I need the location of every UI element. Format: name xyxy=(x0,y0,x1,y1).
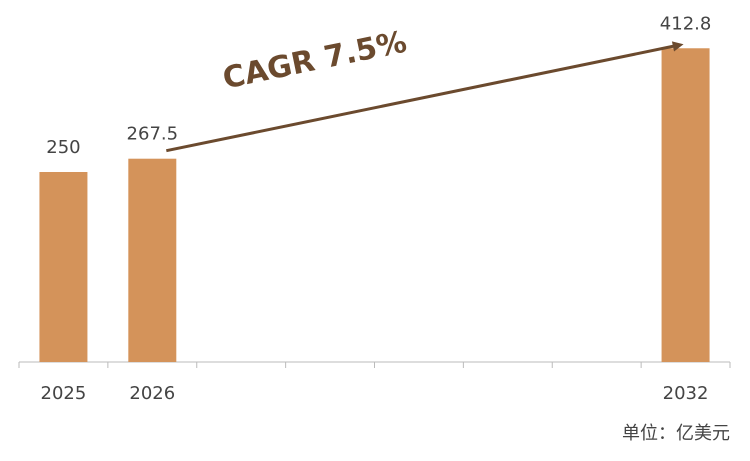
unit-note: 单位：亿美元 xyxy=(622,423,730,444)
value-label: 267.5 xyxy=(127,124,179,145)
bar xyxy=(661,48,710,362)
x-tick-label: 2025 xyxy=(41,383,87,404)
x-tick-label: 2026 xyxy=(129,383,175,404)
cagr-label: CAGR 7.5% xyxy=(220,25,410,97)
cagr-arrow xyxy=(166,44,676,153)
bar xyxy=(128,158,177,362)
cagr-arrowhead xyxy=(671,41,684,52)
bar xyxy=(39,172,88,362)
value-label: 250 xyxy=(46,137,80,158)
x-tick-label: 2032 xyxy=(663,383,709,404)
value-label: 412.8 xyxy=(660,13,712,34)
